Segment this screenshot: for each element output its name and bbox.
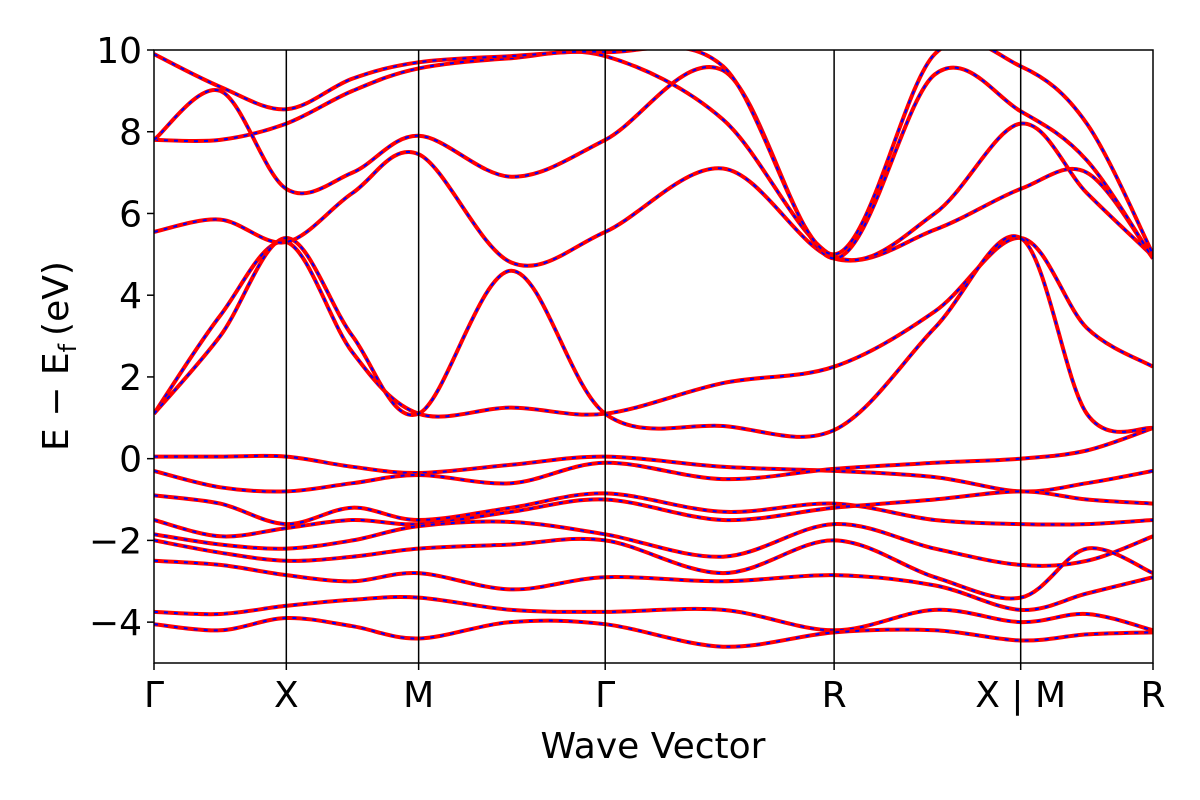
band-line-2 bbox=[154, 491, 1153, 527]
y-tick-label-1: 8 bbox=[119, 113, 142, 154]
band-line-dashed-6 bbox=[154, 559, 1153, 611]
y-tick-label-4: 2 bbox=[119, 358, 142, 399]
y-axis-title-unit: (eV) bbox=[36, 261, 77, 336]
y-ticks-group: 10 8 6 4 2 0 −2 −4 bbox=[89, 31, 154, 644]
x-tick-label-0: Γ bbox=[144, 675, 164, 716]
x-tick-label-2: M bbox=[403, 675, 434, 716]
band-line-4 bbox=[154, 519, 1153, 568]
band-line-dashed-13 bbox=[154, 66, 1153, 260]
kpoint-lines-group bbox=[285, 50, 1022, 663]
y-tick-label-0: 10 bbox=[96, 31, 142, 72]
y-tick-label-7: −4 bbox=[89, 603, 142, 644]
band-line-dashed-8 bbox=[154, 616, 1153, 648]
band-line-dashed-3 bbox=[154, 490, 1153, 538]
x-tick-label-6: R bbox=[1140, 675, 1165, 716]
band-line-dashed-11 bbox=[154, 151, 1153, 267]
plot-frame bbox=[153, 49, 1154, 664]
y-tick-label-6: −2 bbox=[89, 521, 142, 562]
y-axis-title: E − Ef (eV) bbox=[36, 261, 82, 451]
x-tick-label-1: X bbox=[274, 675, 299, 716]
x-ticks-group: Γ X M Γ R X | M R bbox=[144, 663, 1166, 716]
y-tick-label-3: 4 bbox=[119, 276, 142, 317]
y-axis-title-subscript: f bbox=[54, 343, 82, 352]
band-line-dashed-12 bbox=[154, 50, 1153, 262]
x-axis-title: Wave Vector bbox=[541, 726, 766, 767]
y-tick-label-2: 6 bbox=[119, 194, 142, 235]
y-axis-title-main: E − E bbox=[36, 352, 77, 451]
band-line-dashed-1 bbox=[154, 427, 1153, 493]
x-tick-label-5: X | M bbox=[975, 675, 1066, 716]
band-line-dashed-7 bbox=[154, 596, 1153, 632]
x-tick-label-4: R bbox=[822, 675, 847, 716]
x-tick-label-3: Γ bbox=[595, 675, 615, 716]
y-tick-label-5: 0 bbox=[119, 440, 142, 481]
